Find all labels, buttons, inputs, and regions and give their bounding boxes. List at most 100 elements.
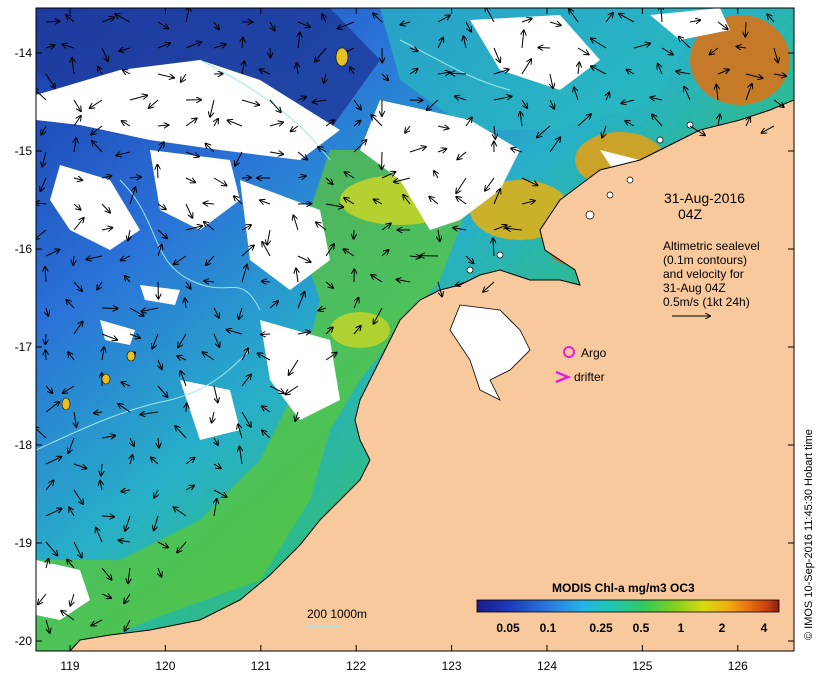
velocity-arrow [353,298,359,309]
lon-tick-label: 121 [251,659,271,673]
reef-island [126,350,136,362]
velocity-arrow [45,73,55,88]
velocity-arrow [100,481,102,491]
velocity-arrow [158,437,159,448]
lon-tick-label: 123 [442,659,462,673]
velocity-arrow [115,14,131,23]
velocity-arrow [121,256,131,260]
velocity-arrow [493,47,500,62]
velocity-arrow [70,593,74,606]
velocity-arrow [128,229,130,240]
velocity-arrow [151,457,159,465]
velocity-arrow [521,201,535,204]
velocity-arrow [158,359,162,369]
map-time-title: 04Z [678,206,703,222]
velocity-arrow [434,171,438,179]
velocity-arrow [437,281,442,296]
velocity-arrow [537,125,551,137]
velocity-arrow [405,125,410,133]
colorbar-tick-label: 0.1 [540,621,557,635]
velocity-arrow [73,322,83,335]
velocity-arrow [297,63,298,75]
velocity-arrow [213,44,226,48]
velocity-arrow [773,99,784,107]
velocity-arrow [409,48,418,51]
velocity-arrow [214,119,218,127]
velocity-arrow [214,437,218,445]
map-date-title: 31-Aug-2016 [664,190,745,206]
velocity-arrow [318,147,327,153]
velocity-arrow [493,96,512,101]
velocity-arrow [241,178,251,179]
velocity-arrow [345,172,355,179]
velocity-arrow [177,356,187,360]
velocity-arrow [262,430,271,439]
velocity-arrow [569,9,579,23]
velocity-arrow [206,144,215,153]
velocity-arrow [773,74,786,76]
velocity-arrow [297,255,311,262]
velocity-arrow [74,138,76,153]
velocity-arrow [91,125,103,134]
velocity-arrow [591,39,607,49]
high-chlorophyll-coastal-band [36,150,470,651]
longitude-axis: 119 120 121 122 123 124 125 126 [60,8,748,673]
velocity-arrow [522,31,524,49]
chlorophyll-patch [330,312,390,348]
velocity-arrow [227,330,243,335]
velocity-arrow [710,47,719,55]
velocity-arrow [210,99,215,117]
velocity-arrow [46,307,48,316]
velocity-arrow [403,195,411,205]
lon-tick-label: 122 [346,659,366,673]
velocity-arrow [381,73,388,80]
velocity-arrow [102,347,104,361]
velocity-arrow [36,203,47,204]
king-sound-estuary [449,304,531,401]
velocity-arrow [186,8,189,23]
velocity-arrow [178,333,187,347]
velocity-arrow [101,333,117,340]
velocity-arrow [101,203,110,213]
velocity-arrow [297,97,306,100]
velocity-arrow [175,426,187,439]
velocity-arrow [158,567,161,577]
map-frame [35,7,795,652]
velocity-arrow [605,13,613,23]
velocity-arrow [116,152,131,155]
velocity-arrow [67,560,75,569]
velocity-arrow [269,301,278,309]
velocity-arrow [296,269,298,283]
velocity-arrow [45,45,55,48]
velocity-arrow [465,118,472,127]
velocity-arrow [661,47,673,55]
velocity-arrow [241,99,259,105]
velocity-arrow [318,308,327,311]
velocity-arrow [549,22,561,25]
velocity-arrow [45,509,62,517]
colorbar-ticks: 0.05 0.1 0.25 0.5 1 2 4 [496,621,767,635]
velocity-arrow [42,151,47,167]
velocity-arrow [409,147,426,153]
velocity-arrow [73,541,82,558]
velocity-arrow [154,515,159,530]
velocity-arrows [36,8,786,633]
velocity-arrow [129,177,141,178]
velocity-arrow [73,463,86,468]
velocity-arrow [293,215,299,231]
velocity-arrow [125,276,131,283]
colorbar-gradient [476,599,780,613]
velocity-arrow [45,267,46,283]
velocity-arrow [101,308,118,309]
velocity-arrow [101,47,108,61]
lat-tick-label: -18 [15,438,33,452]
velocity-arrow [239,307,242,319]
velocity-arrow [315,47,327,62]
velocity-arrow [213,385,218,402]
velocity-arrow [493,225,507,231]
velocity-arrow [297,332,310,334]
velocity-arrow [157,385,168,397]
velocity-arrow [679,37,691,49]
velocity-arrow [427,99,439,110]
land-mass [70,100,794,651]
